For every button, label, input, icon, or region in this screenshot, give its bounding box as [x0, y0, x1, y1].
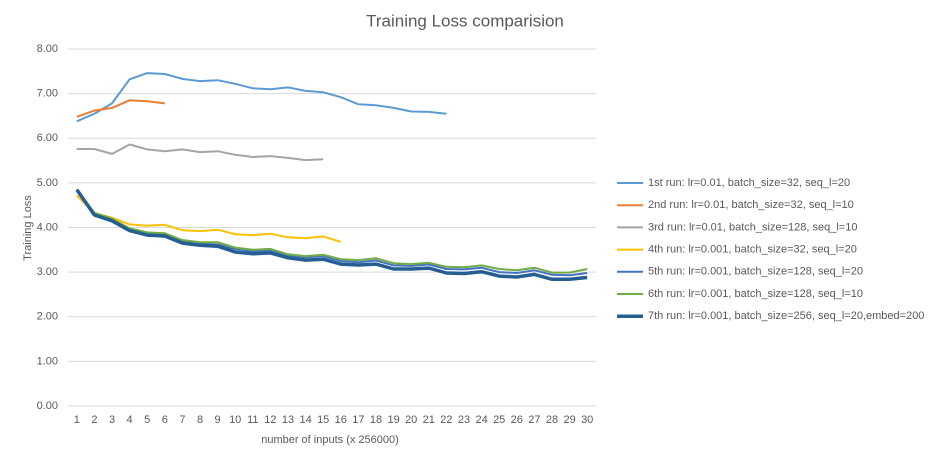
x-tick-label: 1 — [74, 414, 80, 426]
y-tick-label: 0.00 — [37, 400, 58, 412]
x-tick-label: 16 — [335, 414, 347, 426]
x-tick-label: 4 — [127, 414, 133, 426]
x-tick-label: 30 — [581, 414, 593, 426]
legend-label: 1st run: lr=0.01, batch_size=32, seq_l=2… — [648, 177, 850, 189]
x-tick-label: 3 — [109, 414, 115, 426]
y-tick-label: 1.00 — [37, 355, 58, 367]
legend-label: 3rd run: lr=0.01, batch_size=128, seq_l=… — [648, 221, 857, 233]
x-tick-label: 9 — [215, 414, 221, 426]
series-line — [76, 143, 324, 162]
x-tick-label: 10 — [229, 414, 241, 426]
legend-label: 6th run: lr=0.001, batch_size=128, seq_l… — [648, 288, 863, 300]
x-axis-label: number of inputs (x 256000) — [261, 434, 399, 446]
x-tick-label: 27 — [528, 414, 540, 426]
x-tick-label: 25 — [493, 414, 505, 426]
series-line — [75, 188, 588, 282]
series-line — [76, 99, 165, 118]
x-tick-label: 8 — [197, 414, 203, 426]
series-line — [76, 188, 588, 274]
legend-label: 5th run: lr=0.001, batch_size=128, seq_l… — [648, 266, 863, 278]
y-tick-label: 8.00 — [37, 43, 58, 55]
x-tick-label: 29 — [563, 414, 575, 426]
x-tick-label: 18 — [370, 414, 382, 426]
x-tick-label: 14 — [299, 414, 311, 426]
legend-label: 7th run: lr=0.001, batch_size=256, seq_l… — [648, 310, 924, 322]
x-tick-label: 5 — [144, 414, 150, 426]
y-tick-label: 3.00 — [37, 266, 58, 278]
x-tick-label: 21 — [423, 414, 435, 426]
y-tick-label: 4.00 — [37, 221, 58, 233]
series-line — [76, 72, 447, 123]
y-axis-label: Training Loss — [22, 195, 34, 261]
x-tick-label: 13 — [282, 414, 294, 426]
chart-title: Training Loss comparision — [366, 11, 564, 30]
x-tick-label: 26 — [511, 414, 523, 426]
y-tick-label: 2.00 — [37, 311, 58, 323]
series-line — [76, 194, 342, 243]
x-tick-label: 20 — [405, 414, 417, 426]
x-tick-label: 19 — [387, 414, 399, 426]
x-tick-label: 17 — [352, 414, 364, 426]
legend-label: 4th run: lr=0.001, batch_size=32, seq_l=… — [648, 244, 857, 256]
x-tick-label: 24 — [475, 414, 487, 426]
x-tick-label: 7 — [179, 414, 185, 426]
x-tick-label: 22 — [440, 414, 452, 426]
x-tick-label: 15 — [317, 414, 329, 426]
x-tick-label: 12 — [264, 414, 276, 426]
x-tick-label: 28 — [546, 414, 558, 426]
x-tick-label: 2 — [91, 414, 97, 426]
legend-label: 2nd run: lr=0.01, batch_size=32, seq_l=1… — [648, 199, 854, 211]
y-tick-label: 5.00 — [37, 177, 58, 189]
y-tick-label: 6.00 — [37, 132, 58, 144]
x-tick-label: 23 — [458, 414, 470, 426]
x-tick-label: 6 — [162, 414, 168, 426]
x-tick-label: 11 — [247, 414, 258, 426]
y-tick-label: 7.00 — [37, 88, 58, 100]
